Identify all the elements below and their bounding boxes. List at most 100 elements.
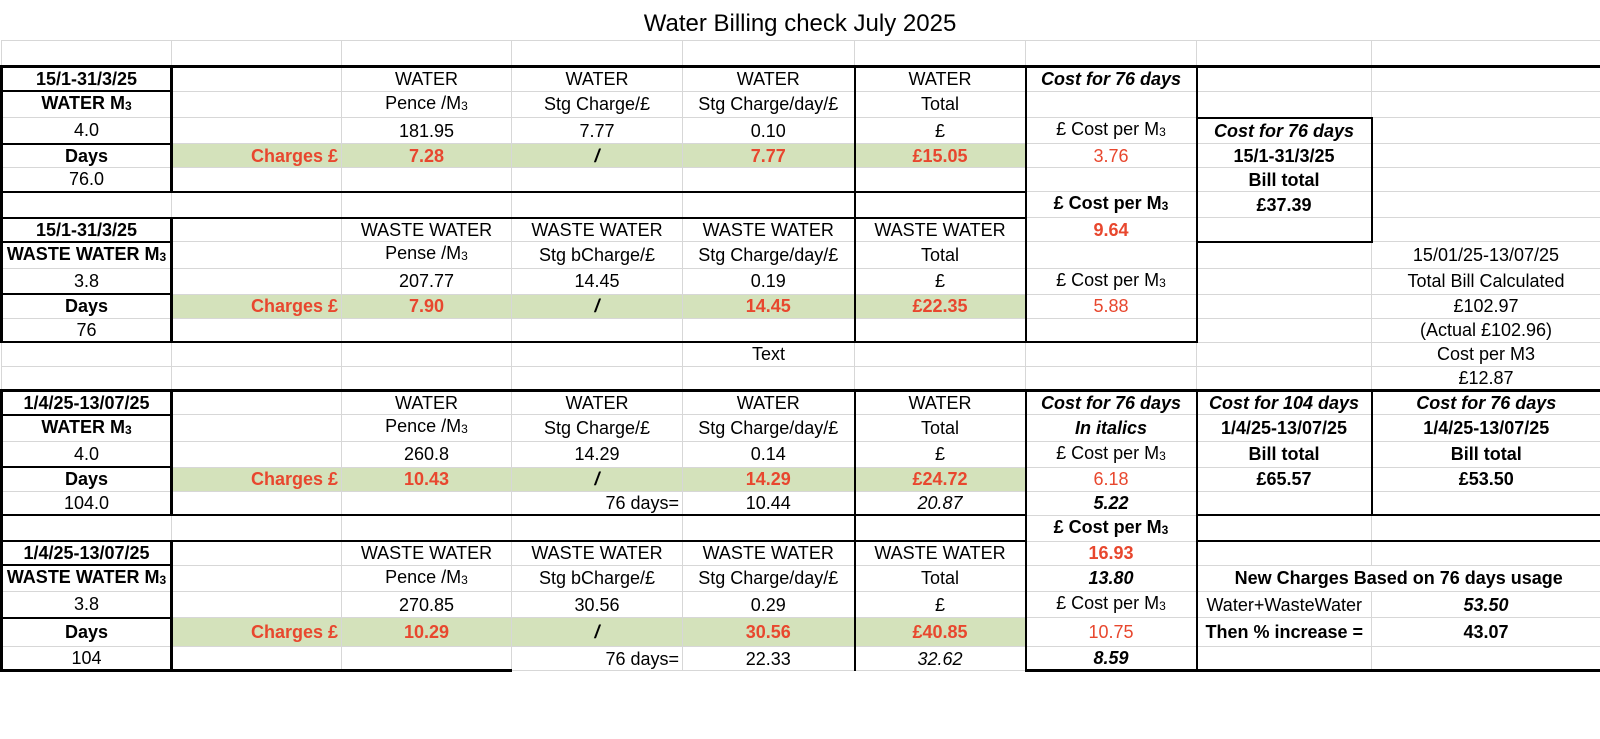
empty-cell[interactable] bbox=[1371, 117, 1600, 144]
empty-cell[interactable] bbox=[511, 341, 683, 367]
bill-header[interactable]: Cost for 104 days bbox=[1196, 388, 1373, 415]
water-wastewater-label[interactable]: Water+WasteWater bbox=[1196, 591, 1372, 618]
cost-76-label[interactable]: Cost for 76 days bbox=[1025, 388, 1198, 415]
value-cell[interactable]: 181.95 bbox=[341, 117, 512, 144]
charge-cell[interactable]: 10.29 bbox=[341, 617, 512, 647]
text-cell[interactable]: Text bbox=[682, 341, 855, 367]
bill-total-value[interactable]: £37.39 bbox=[1195, 191, 1373, 218]
empty-cell[interactable] bbox=[341, 490, 512, 516]
cost-per-m3-combined[interactable]: 16.93 bbox=[1025, 540, 1198, 566]
days-value[interactable]: 76 bbox=[0, 317, 173, 343]
empty-cell[interactable] bbox=[1371, 65, 1600, 92]
header-cell[interactable]: Pence /M3 bbox=[341, 414, 512, 442]
value-cell[interactable]: 7.77 bbox=[511, 117, 683, 144]
empty-cell[interactable] bbox=[1196, 646, 1372, 672]
empty-cell[interactable] bbox=[682, 190, 856, 219]
empty-cell[interactable] bbox=[511, 190, 683, 219]
cost-per-m3-label[interactable]: £ Cost per M3 bbox=[1025, 440, 1198, 468]
header-cell[interactable]: WATER bbox=[511, 65, 683, 92]
bill-total-label[interactable]: Bill total bbox=[1196, 440, 1373, 468]
charge-total[interactable]: £40.85 bbox=[854, 617, 1027, 647]
quantity-value[interactable]: 3.8 bbox=[0, 591, 173, 618]
charge-total[interactable]: £15.05 bbox=[854, 143, 1027, 168]
charges-label[interactable]: Charges £ bbox=[171, 293, 342, 319]
empty-cell[interactable] bbox=[341, 167, 512, 192]
bill-total-label[interactable]: Bill total bbox=[1195, 167, 1373, 192]
empty-cell[interactable] bbox=[1196, 540, 1372, 566]
charges-label[interactable]: Charges £ bbox=[171, 466, 342, 492]
header-cell[interactable]: WATER bbox=[854, 65, 1027, 92]
charge-cell[interactable]: / bbox=[511, 293, 683, 319]
charge-total[interactable]: £22.35 bbox=[854, 293, 1027, 319]
empty-cell[interactable] bbox=[1196, 241, 1372, 269]
empty-cell[interactable] bbox=[1196, 365, 1372, 391]
cost-per-m3-label[interactable]: £ Cost per M3 bbox=[1025, 514, 1198, 542]
empty-cell[interactable] bbox=[1, 365, 172, 391]
charges-label[interactable]: Charges £ bbox=[171, 617, 342, 647]
header-cell[interactable]: WASTE WATER bbox=[682, 217, 856, 242]
summary-line[interactable]: (Actual £102.96) bbox=[1371, 317, 1600, 343]
empty-cell[interactable] bbox=[1025, 90, 1198, 118]
empty-cell[interactable] bbox=[171, 490, 342, 516]
empty-cell[interactable] bbox=[171, 40, 342, 67]
empty-cell[interactable] bbox=[171, 646, 342, 672]
charge-cell[interactable]: 30.56 bbox=[682, 617, 856, 647]
empty-cell[interactable] bbox=[1371, 217, 1600, 242]
bill-period[interactable]: 1/4/25-13/07/25 bbox=[1196, 414, 1373, 442]
header-cell[interactable]: WASTE WATER bbox=[341, 540, 512, 566]
days-76-value[interactable]: 22.33 bbox=[682, 646, 856, 671]
quantity-label[interactable]: WASTE WATER M3 bbox=[0, 241, 173, 269]
empty-cell[interactable] bbox=[1195, 217, 1373, 243]
empty-cell[interactable] bbox=[1196, 293, 1372, 319]
empty-cell[interactable] bbox=[1196, 341, 1372, 367]
empty-cell[interactable] bbox=[341, 341, 512, 367]
charge-cell[interactable]: 7.77 bbox=[682, 143, 856, 168]
empty-cell[interactable] bbox=[1371, 540, 1600, 566]
empty-cell[interactable] bbox=[0, 514, 172, 542]
empty-cell[interactable] bbox=[171, 514, 342, 542]
value-cell[interactable]: £ bbox=[854, 267, 1027, 295]
value-cell[interactable]: £ bbox=[854, 117, 1027, 144]
empty-cell[interactable] bbox=[171, 190, 342, 219]
header-cell[interactable]: WASTE WATER bbox=[682, 540, 856, 566]
value-cell[interactable]: 270.85 bbox=[341, 591, 512, 618]
summary-line[interactable]: Cost per M3 bbox=[1371, 341, 1600, 367]
empty-cell[interactable] bbox=[341, 40, 512, 67]
empty-cell[interactable] bbox=[1196, 65, 1372, 92]
value-cell[interactable]: 0.19 bbox=[682, 267, 856, 295]
empty-cell[interactable] bbox=[171, 241, 342, 269]
quantity-label[interactable]: WATER M3 bbox=[0, 90, 173, 118]
days-label[interactable]: Days bbox=[0, 466, 173, 492]
italics-note[interactable]: In italics bbox=[1025, 414, 1198, 442]
empty-cell[interactable] bbox=[511, 40, 683, 67]
empty-cell[interactable] bbox=[854, 40, 1026, 67]
days-value[interactable]: 76.0 bbox=[0, 167, 173, 192]
charge-cell[interactable]: 14.29 bbox=[682, 466, 856, 492]
cost-per-m3-value[interactable]: 5.88 bbox=[1025, 293, 1198, 319]
empty-cell[interactable] bbox=[1025, 365, 1197, 391]
summary-line[interactable]: 15/01/25-13/07/25 bbox=[1371, 241, 1600, 269]
header-cell[interactable]: WASTE WATER bbox=[511, 540, 683, 566]
bill-total-value[interactable]: £53.50 bbox=[1371, 466, 1600, 492]
empty-cell[interactable] bbox=[1196, 514, 1372, 542]
empty-cell[interactable] bbox=[171, 341, 342, 367]
bill-total-label[interactable]: Bill total bbox=[1371, 440, 1600, 468]
header-cell[interactable]: WASTE WATER bbox=[341, 217, 512, 242]
empty-cell[interactable] bbox=[171, 365, 342, 391]
charge-cell[interactable]: / bbox=[511, 143, 683, 168]
empty-cell[interactable] bbox=[1025, 167, 1198, 192]
header-cell[interactable]: WATER bbox=[682, 65, 856, 92]
value-cell[interactable]: 14.29 bbox=[511, 440, 683, 468]
percent-increase-value[interactable]: 43.07 bbox=[1371, 617, 1600, 647]
header-cell[interactable]: Total bbox=[854, 414, 1027, 442]
empty-cell[interactable] bbox=[682, 317, 856, 343]
empty-cell[interactable] bbox=[1025, 241, 1198, 269]
new-charges-heading[interactable]: New Charges Based on 76 days usage bbox=[1196, 564, 1600, 592]
empty-cell[interactable] bbox=[171, 317, 342, 343]
charge-cell[interactable]: 7.90 bbox=[341, 293, 512, 319]
empty-cell[interactable] bbox=[1, 341, 172, 367]
cost-per-m3-label[interactable]: £ Cost per M3 bbox=[1025, 117, 1198, 144]
cost-per-m3-label[interactable]: £ Cost per M3 bbox=[1025, 191, 1198, 218]
empty-cell[interactable] bbox=[0, 190, 172, 219]
header-cell[interactable]: Pence /M3 bbox=[341, 90, 512, 118]
